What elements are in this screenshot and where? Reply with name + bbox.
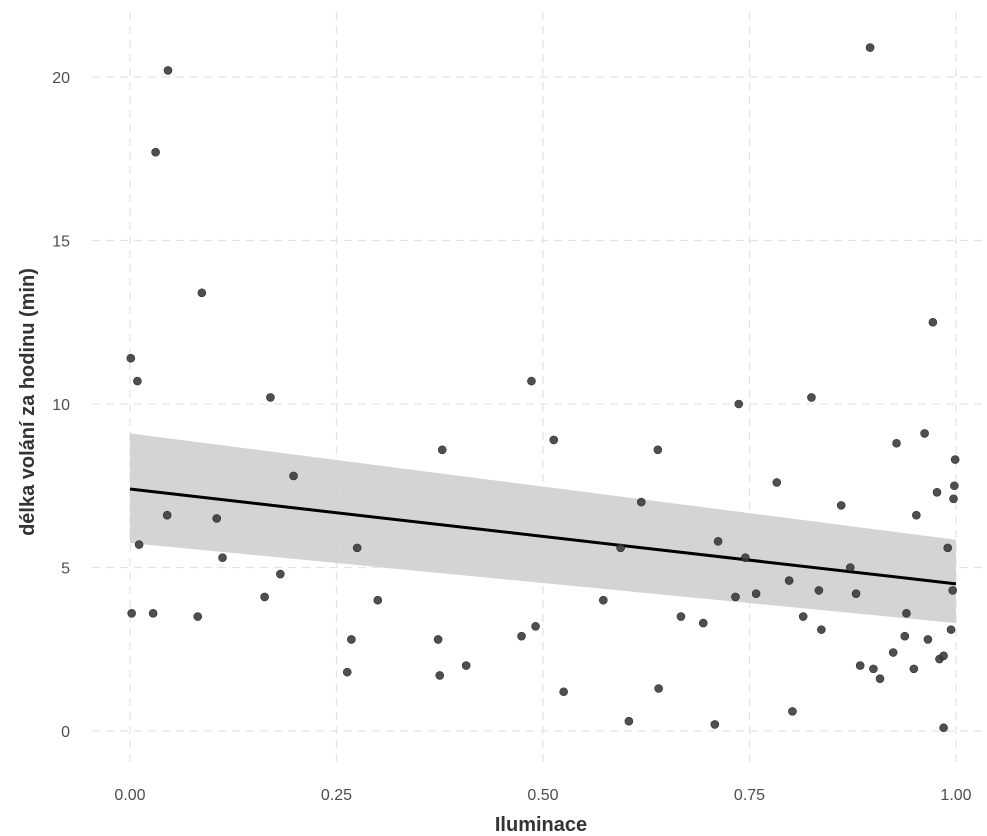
y-tick-label: 5 bbox=[61, 561, 70, 578]
data-point-48 bbox=[814, 586, 824, 595]
data-point-9 bbox=[193, 612, 203, 621]
data-point-40 bbox=[734, 399, 744, 409]
data-point-18 bbox=[352, 543, 362, 553]
data-point-45 bbox=[788, 707, 797, 716]
data-point-57 bbox=[888, 648, 898, 657]
data-point-35 bbox=[676, 612, 686, 621]
data-point-3 bbox=[163, 66, 173, 75]
data-point-69 bbox=[939, 723, 948, 733]
data-point-34 bbox=[654, 684, 663, 693]
data-point-7 bbox=[148, 608, 158, 618]
data-points bbox=[126, 43, 960, 733]
data-point-63 bbox=[920, 429, 929, 438]
data-point-36 bbox=[698, 618, 708, 628]
y-tick-label: 15 bbox=[52, 234, 70, 251]
x-axis-title: Iluminace bbox=[495, 814, 587, 836]
data-point-25 bbox=[527, 376, 536, 386]
data-point-70 bbox=[943, 543, 953, 553]
data-point-44 bbox=[784, 576, 794, 585]
data-point-38 bbox=[713, 537, 723, 546]
data-point-56 bbox=[875, 674, 885, 683]
y-axis-title: délka volání za hodinu (min) bbox=[17, 268, 39, 536]
data-point-62 bbox=[912, 510, 921, 520]
data-point-75 bbox=[950, 455, 960, 464]
y-tick-label: 0 bbox=[61, 724, 70, 741]
data-point-13 bbox=[266, 393, 275, 402]
x-tick-label: 1.00 bbox=[940, 787, 971, 804]
data-point-42 bbox=[751, 589, 761, 598]
data-point-43 bbox=[772, 478, 782, 487]
data-point-61 bbox=[909, 664, 919, 674]
x-tick-label: 0.75 bbox=[734, 787, 765, 804]
data-point-32 bbox=[636, 497, 646, 507]
data-point-4 bbox=[197, 288, 207, 298]
data-point-26 bbox=[531, 622, 540, 631]
data-point-22 bbox=[437, 445, 447, 455]
data-point-19 bbox=[373, 595, 383, 605]
data-point-49 bbox=[817, 625, 826, 634]
data-point-29 bbox=[598, 595, 608, 605]
data-point-15 bbox=[289, 471, 298, 481]
data-point-47 bbox=[807, 393, 816, 402]
y-axis-ticks: 0 5 10 15 20 bbox=[52, 70, 70, 741]
x-tick-label: 0.25 bbox=[321, 787, 352, 804]
data-point-33 bbox=[653, 445, 663, 455]
data-point-0 bbox=[126, 353, 136, 363]
data-point-24 bbox=[517, 631, 526, 641]
data-point-59 bbox=[900, 631, 910, 641]
data-point-1 bbox=[133, 376, 142, 386]
data-point-74 bbox=[950, 481, 959, 491]
data-point-51 bbox=[845, 563, 855, 572]
data-point-52 bbox=[851, 589, 861, 598]
grid bbox=[92, 12, 987, 765]
data-point-41 bbox=[741, 553, 750, 562]
data-point-20 bbox=[433, 635, 443, 644]
data-point-5 bbox=[127, 608, 136, 618]
regression-line bbox=[129, 487, 957, 586]
y-tick-label: 10 bbox=[52, 397, 70, 414]
data-point-2 bbox=[151, 147, 160, 157]
data-point-28 bbox=[559, 687, 568, 697]
data-point-50 bbox=[836, 501, 846, 510]
data-point-6 bbox=[134, 540, 144, 549]
data-point-46 bbox=[798, 612, 808, 621]
data-point-72 bbox=[948, 586, 957, 595]
data-point-58 bbox=[892, 438, 901, 448]
data-point-64 bbox=[923, 635, 933, 644]
x-axis-ticks: 0.00 0.25 0.50 0.75 1.00 bbox=[114, 787, 971, 804]
data-point-73 bbox=[949, 494, 958, 504]
data-point-39 bbox=[731, 592, 740, 602]
data-point-14 bbox=[276, 569, 285, 579]
x-tick-label: 0.50 bbox=[527, 787, 558, 804]
data-point-12 bbox=[260, 592, 269, 602]
data-point-30 bbox=[616, 543, 625, 553]
data-point-53 bbox=[855, 661, 865, 670]
confidence-band bbox=[130, 433, 956, 624]
data-point-68 bbox=[939, 651, 948, 661]
data-point-8 bbox=[162, 510, 172, 520]
data-point-71 bbox=[946, 625, 956, 634]
data-point-54 bbox=[865, 43, 875, 52]
data-point-17 bbox=[347, 635, 356, 644]
data-point-10 bbox=[212, 514, 222, 523]
y-tick-label: 20 bbox=[52, 70, 70, 87]
data-point-60 bbox=[902, 608, 911, 618]
data-point-27 bbox=[549, 435, 559, 445]
data-point-23 bbox=[461, 661, 471, 670]
data-point-65 bbox=[928, 317, 938, 327]
data-point-55 bbox=[869, 664, 878, 674]
data-point-11 bbox=[218, 553, 227, 562]
data-point-31 bbox=[624, 716, 634, 726]
data-point-37 bbox=[710, 720, 720, 729]
data-point-66 bbox=[932, 487, 942, 497]
data-point-21 bbox=[435, 671, 445, 680]
x-tick-label: 0.00 bbox=[114, 787, 145, 804]
data-point-16 bbox=[342, 667, 352, 677]
